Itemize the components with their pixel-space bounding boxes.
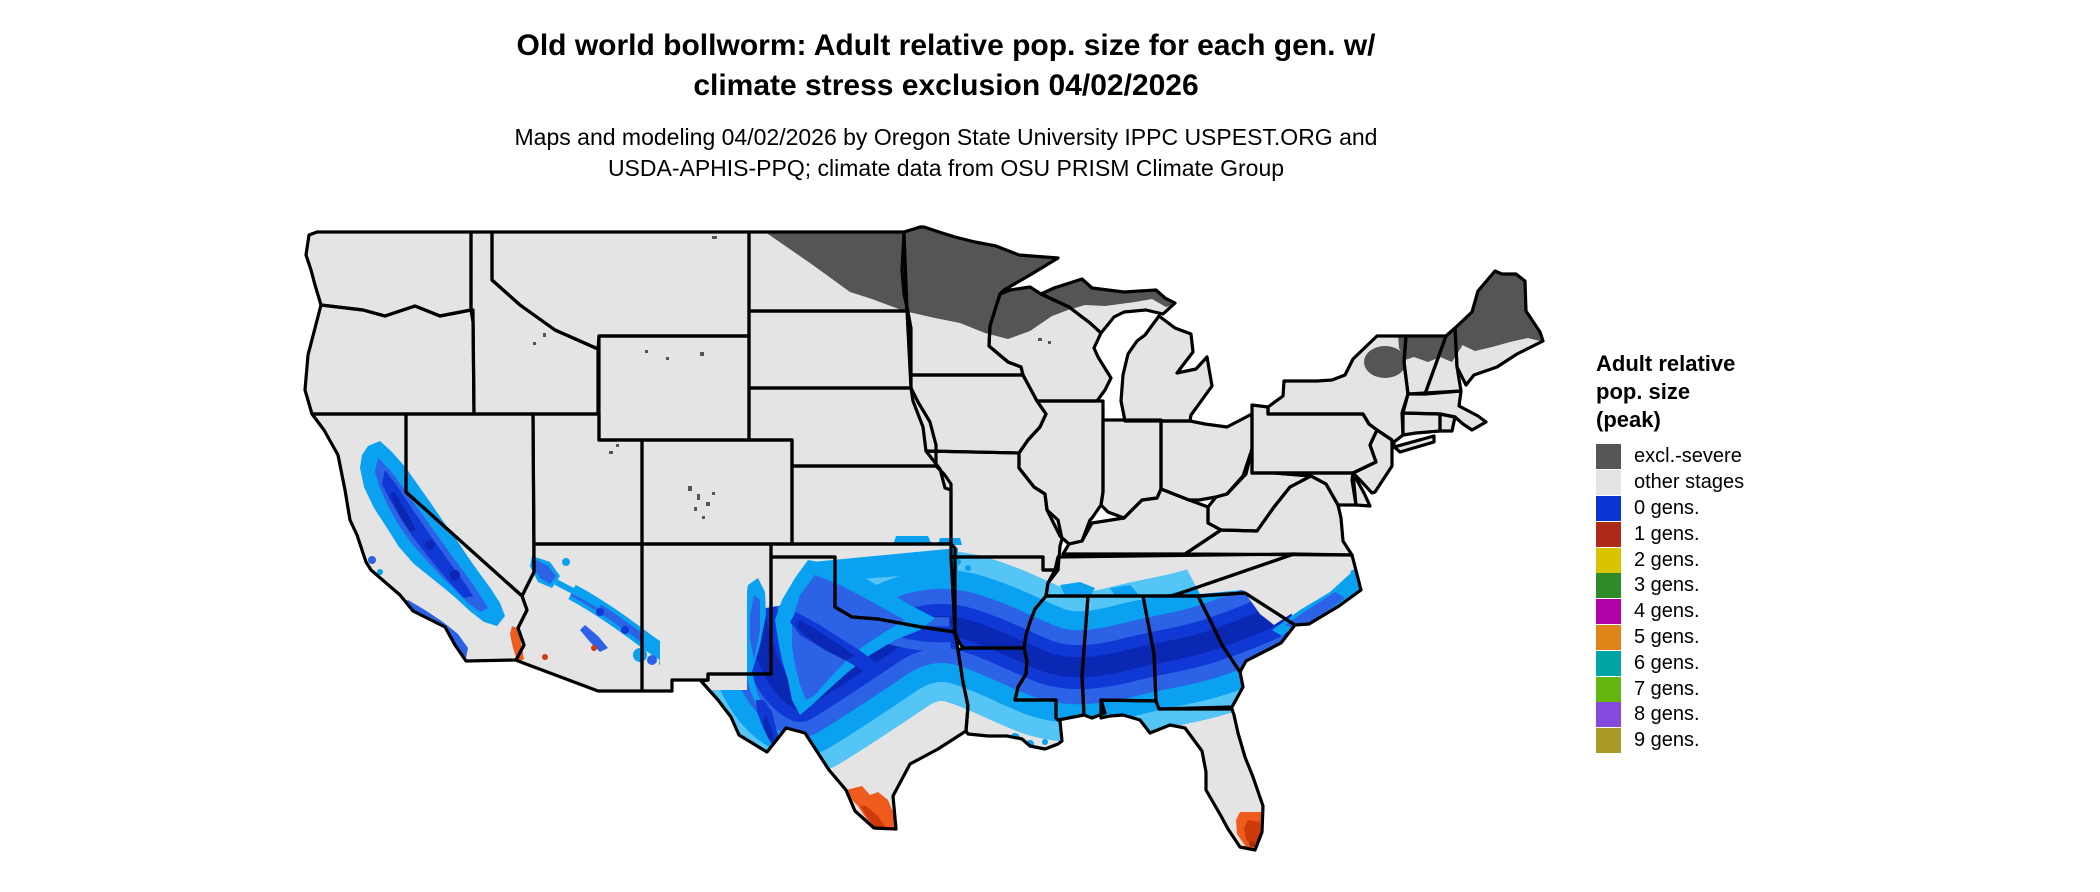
legend-item-4-gens: 4 gens. — [1596, 599, 1846, 625]
legend-item-0-gens: 0 gens. — [1596, 495, 1846, 522]
legend-swatch-1-gens — [1596, 521, 1621, 547]
legend-item-2-gens: 2 gens. — [1596, 547, 1846, 573]
legend-label-9-gens: 9 gens. — [1634, 729, 1700, 752]
legend-swatch-7-gens — [1596, 676, 1621, 702]
subtitle-line-1: Maps and modeling 04/02/2026 by Oregon S… — [514, 124, 1378, 150]
legend-label-excl-severe: excl.-severe — [1634, 445, 1742, 468]
legend-label-0-gens: 0 gens. — [1634, 496, 1700, 519]
carolina-coast-mid — [1285, 592, 1345, 630]
legend-item-other-stages: other stages — [1596, 470, 1846, 496]
legend-label-8-gens: 8 gens. — [1634, 703, 1700, 726]
legend-title-line-2: pop. size — [1596, 379, 1691, 404]
title-line-1: Old world bollworm: Adult relative pop. … — [516, 29, 1376, 62]
legend-swatch-9-gens — [1596, 728, 1621, 754]
subtitle: Maps and modeling 04/02/2026 by Oregon S… — [0, 122, 1892, 184]
legend-title: Adult relative pop. size (peak) — [1596, 350, 1846, 434]
legend-swatch-2-gens — [1596, 547, 1621, 573]
az-nw-squiggle — [554, 579, 602, 609]
legend-swatch-other-stages — [1596, 470, 1621, 496]
legend-item-9-gens: 9 gens. — [1596, 728, 1846, 754]
legend-swatch-8-gens — [1596, 702, 1621, 728]
legend-item-6-gens: 6 gens. — [1596, 650, 1846, 676]
legend-swatch-3-gens — [1596, 573, 1621, 599]
legend-label-1-gens: 1 gens. — [1634, 522, 1700, 545]
legend-label-2-gens: 2 gens. — [1634, 548, 1700, 571]
legend-item-1-gens: 1 gens. — [1596, 521, 1846, 547]
map-legend: Adult relative pop. size (peak) excl.-se… — [1596, 350, 1846, 754]
legend-swatch-0-gens — [1596, 495, 1621, 521]
legend-label-3-gens: 3 gens. — [1634, 574, 1700, 597]
title-line-2: climate stress exclusion 04/02/2026 — [693, 69, 1199, 102]
core-0gens-darkest — [390, 492, 855, 742]
legend-title-line-3: (peak) — [1596, 407, 1661, 432]
legend-swatch-excl-severe — [1596, 444, 1621, 470]
subtitle-line-2: USDA-APHIS-PPQ; climate data from OSU PR… — [607, 155, 1285, 181]
legend-label-other-stages: other stages — [1634, 471, 1745, 494]
legend-title-line-1: Adult relative — [1596, 351, 1736, 376]
page-title: Old world bollworm: Adult relative pop. … — [0, 26, 1892, 106]
legend-item-7-gens: 7 gens. — [1596, 676, 1846, 702]
legend-swatch-6-gens — [1596, 650, 1621, 676]
legend-label-5-gens: 5 gens. — [1634, 625, 1700, 648]
legend-label-7-gens: 7 gens. — [1634, 677, 1700, 700]
legend-item-8-gens: 8 gens. — [1596, 702, 1846, 728]
legend-item-5-gens: 5 gens. — [1596, 624, 1846, 651]
legend-swatch-4-gens — [1596, 599, 1621, 625]
legend-label-4-gens: 4 gens. — [1634, 600, 1700, 623]
legend-swatch-5-gens — [1596, 624, 1621, 650]
legend-item-excl-severe: excl.-severe — [1596, 444, 1846, 470]
hotzone-1gens-core — [885, 833, 1255, 847]
legend-item-3-gens: 3 gens. — [1596, 573, 1846, 599]
legend-label-6-gens: 6 gens. — [1634, 651, 1700, 674]
